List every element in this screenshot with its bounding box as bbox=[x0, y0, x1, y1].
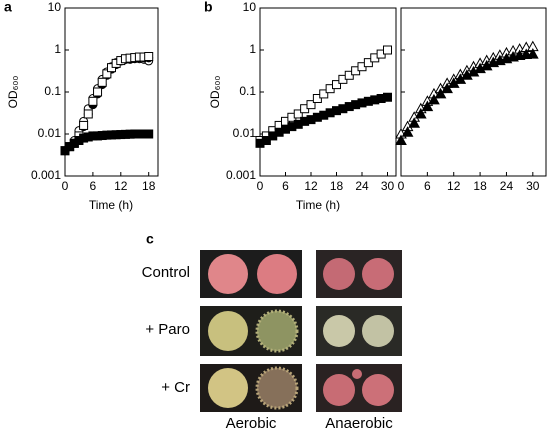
x-tick-label: 6 bbox=[424, 179, 431, 193]
y-axis-label: OD₆₀₀ bbox=[6, 76, 20, 109]
y-tick-label: 0.1 bbox=[44, 84, 61, 98]
marker bbox=[97, 77, 107, 87]
panel-label: b bbox=[204, 0, 213, 15]
y-tick-label: 0.01 bbox=[38, 126, 62, 140]
marker bbox=[428, 93, 440, 105]
marker bbox=[441, 82, 453, 94]
x-tick-label: 30 bbox=[526, 179, 540, 193]
marker bbox=[79, 120, 89, 130]
panel-label: c bbox=[146, 231, 154, 247]
x-tick-label: 18 bbox=[473, 179, 487, 193]
x-tick-label: 30 bbox=[381, 179, 395, 193]
y-tick-label: 0.001 bbox=[226, 168, 256, 182]
marker bbox=[363, 58, 373, 68]
row-label: Control bbox=[142, 264, 190, 281]
colony bbox=[208, 254, 248, 294]
colony bbox=[362, 374, 394, 406]
colony bbox=[323, 315, 355, 347]
colony bbox=[323, 374, 355, 406]
marker bbox=[421, 100, 434, 112]
colony bbox=[362, 315, 394, 347]
marker bbox=[312, 94, 322, 104]
marker bbox=[344, 70, 354, 80]
plot-frame bbox=[64, 7, 159, 177]
x-tick-label: 0 bbox=[257, 179, 264, 193]
y-axis-label: OD₆₀₀ bbox=[208, 76, 222, 109]
colony bbox=[352, 369, 362, 379]
colony bbox=[208, 368, 248, 408]
y-tick-label: 10 bbox=[243, 0, 257, 14]
colony bbox=[257, 254, 297, 294]
x-tick-label: 24 bbox=[355, 179, 369, 193]
x-tick-label: 0 bbox=[398, 179, 405, 193]
x-tick-label: 6 bbox=[282, 179, 289, 193]
y-tick-label: 0.1 bbox=[239, 84, 256, 98]
y-tick-label: 1 bbox=[54, 42, 61, 56]
marker bbox=[383, 92, 392, 102]
marker bbox=[434, 87, 447, 99]
marker bbox=[306, 100, 316, 110]
marker bbox=[261, 136, 271, 146]
marker bbox=[383, 45, 392, 55]
colony bbox=[362, 258, 394, 290]
y-tick-label: 0.01 bbox=[233, 126, 257, 140]
x-tick-label: 18 bbox=[142, 179, 156, 193]
colony bbox=[255, 309, 299, 353]
colony bbox=[255, 366, 299, 410]
marker bbox=[93, 87, 103, 97]
plot-frame bbox=[400, 7, 547, 177]
x-tick-label: 12 bbox=[447, 179, 461, 193]
panel-label: a bbox=[4, 0, 12, 15]
x-tick-label: 6 bbox=[90, 179, 97, 193]
y-tick-label: 1 bbox=[249, 42, 256, 56]
marker bbox=[408, 117, 421, 128]
y-tick-label: 0.001 bbox=[31, 168, 61, 182]
x-tick-label: 12 bbox=[304, 179, 318, 193]
marker bbox=[83, 109, 93, 119]
x-tick-label: 24 bbox=[500, 179, 514, 193]
colony bbox=[323, 258, 355, 290]
marker bbox=[526, 48, 539, 59]
marker bbox=[332, 80, 341, 90]
colony bbox=[208, 311, 248, 351]
y-tick-label: 10 bbox=[48, 0, 62, 14]
marker bbox=[144, 129, 154, 139]
x-axis-label: Time (h) bbox=[296, 198, 340, 212]
row-label: + Cr bbox=[161, 379, 190, 396]
marker bbox=[144, 52, 154, 62]
marker bbox=[293, 109, 303, 119]
marker bbox=[88, 96, 98, 106]
column-label: Anaerobic bbox=[325, 415, 393, 432]
x-tick-label: 0 bbox=[62, 179, 69, 193]
x-axis-label: Time (h) bbox=[89, 198, 133, 212]
row-label: + Paro bbox=[145, 321, 190, 338]
x-tick-label: 12 bbox=[114, 179, 128, 193]
marker bbox=[414, 107, 427, 119]
marker bbox=[401, 126, 414, 137]
marker bbox=[319, 89, 329, 99]
photo-panel: c Control + Paro + Cr Aerobic Anaerobic bbox=[142, 231, 402, 432]
marker bbox=[102, 69, 112, 79]
x-tick-label: 18 bbox=[330, 179, 344, 193]
marker bbox=[395, 134, 407, 146]
column-label: Aerobic bbox=[226, 415, 277, 432]
